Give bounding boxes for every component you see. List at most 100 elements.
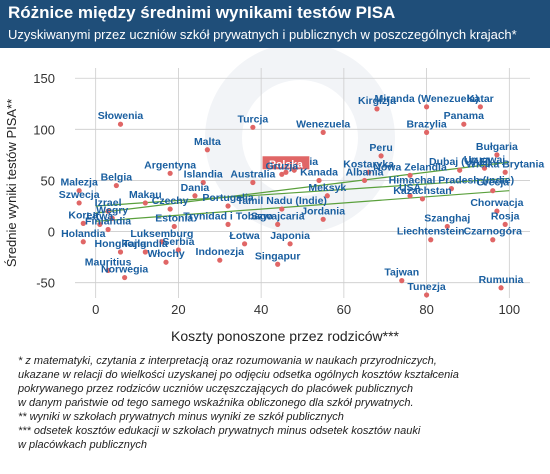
data-point <box>76 200 82 206</box>
footnote-line-1: * z matematyki, czytania z interpretacją… <box>18 355 437 367</box>
point-label: Holandia <box>61 228 105 240</box>
point-label: Peru <box>369 142 392 154</box>
point-label: Dania <box>181 182 210 194</box>
data-point <box>502 221 508 227</box>
data-point <box>320 129 326 135</box>
point-label: Słowenia <box>98 110 144 122</box>
point-label: Tunezja <box>407 281 445 293</box>
data-point <box>502 169 508 175</box>
point-label: Dubaj (UAE) <box>429 156 490 168</box>
data-point <box>163 259 169 265</box>
y-tick-label: 150 <box>33 71 55 86</box>
footnote-line-2: ukazane w relacji do wielkości uzyskanej… <box>18 369 459 381</box>
data-point <box>204 147 210 153</box>
data-point <box>461 121 467 127</box>
data-point <box>423 292 430 298</box>
data-point <box>167 206 173 212</box>
point-label: Kazachstan <box>393 185 451 197</box>
trend-line <box>95 190 510 222</box>
point-label: Makau <box>129 189 162 201</box>
data-point <box>428 237 434 243</box>
data-point <box>279 206 285 212</box>
point-label: Wielka Brytania <box>466 158 544 170</box>
point-label: Tamil Nadu (Indie) <box>237 195 327 207</box>
data-point <box>275 261 281 267</box>
data-point <box>366 169 372 175</box>
trend-line <box>95 161 510 214</box>
point-label: Panama <box>444 110 484 122</box>
data-point <box>97 221 103 227</box>
data-point <box>105 226 111 233</box>
point-label: Urugwaj <box>464 154 506 166</box>
point-label: Tajlandia <box>123 238 168 250</box>
point-label: Szanghaj <box>424 212 470 224</box>
point-label: Estonia <box>155 212 193 224</box>
point-label: Singapur <box>255 250 301 262</box>
data-point <box>279 171 285 177</box>
point-label: Japonia <box>270 230 310 242</box>
data-point <box>175 247 182 253</box>
point-label: Liechtenstein <box>397 226 465 238</box>
data-point <box>399 278 405 284</box>
point-label: Czechy <box>152 195 189 207</box>
data-point <box>378 153 384 159</box>
point-label: Brazylia <box>406 118 446 130</box>
point-label: Chorwacja <box>470 197 523 209</box>
data-point <box>374 106 380 112</box>
point-label: Kostaryka <box>343 158 394 170</box>
point-label: Australia <box>230 168 275 180</box>
scatter-chart: -50 0 50 100 150 0 20 40 60 80 100 Koszty ponoszone… <box>4 48 544 344</box>
data-point <box>283 169 289 175</box>
point-label: Rumunia <box>479 274 524 286</box>
point-label: Korea <box>68 209 98 221</box>
data-point <box>423 104 430 110</box>
data-point <box>142 249 148 255</box>
point-label: Kanada <box>300 166 338 178</box>
data-point <box>498 285 504 291</box>
point-label: Wenezuela <box>296 118 350 130</box>
point-label: Polska <box>269 158 303 170</box>
x-tick-label: 100 <box>498 302 520 317</box>
y-tick-label: 0 <box>48 225 55 240</box>
data-point <box>113 182 119 189</box>
data-point <box>250 124 256 130</box>
x-tick-label: 0 <box>92 302 99 317</box>
footnote-line-3: pokrywanego przez rodziców uczniów uczęs… <box>18 383 413 395</box>
point-label: Litwa <box>86 210 113 222</box>
point-label: Grecja <box>476 177 509 189</box>
data-point <box>200 179 206 186</box>
point-label: Nowa Zelandia <box>373 161 447 173</box>
data-point <box>105 208 111 214</box>
x-tick-label: 60 <box>337 302 351 317</box>
data-point <box>407 193 413 199</box>
point-label: Gruzja <box>265 160 298 172</box>
y-tick-label: 100 <box>33 122 55 137</box>
point-label: Himachal Pradesh (Indie) <box>389 175 514 187</box>
data-point <box>192 193 198 199</box>
point-label: Hongkong <box>95 238 147 250</box>
data-point <box>105 267 111 273</box>
point-label: Izrael <box>95 197 122 209</box>
point-label: Rosja <box>491 210 520 222</box>
point-label: Argentyna <box>144 159 196 171</box>
point-label: Szwecja <box>59 189 100 201</box>
point-label: Norwegia <box>101 264 148 276</box>
point-label: Włochy <box>147 248 184 260</box>
footnote-line-7: w placówkach publicznych <box>18 439 148 451</box>
data-point <box>490 237 496 243</box>
point-label: USA <box>399 182 422 194</box>
point-label: Szwajcaria <box>251 210 305 222</box>
data-point <box>76 188 82 194</box>
data-point <box>477 104 483 110</box>
data-point <box>122 274 128 281</box>
data-point <box>225 203 231 209</box>
x-axis-label: Koszty ponoszone przez rodziców*** <box>171 328 400 344</box>
data-point <box>419 196 426 202</box>
point-label: Malta <box>194 136 221 148</box>
data-point <box>448 186 455 192</box>
data-point <box>275 221 281 227</box>
data-point <box>481 165 488 171</box>
point-label: Trynidad i Tobago <box>183 210 273 222</box>
point-label: Serbia <box>162 236 194 248</box>
data-point <box>287 241 293 247</box>
